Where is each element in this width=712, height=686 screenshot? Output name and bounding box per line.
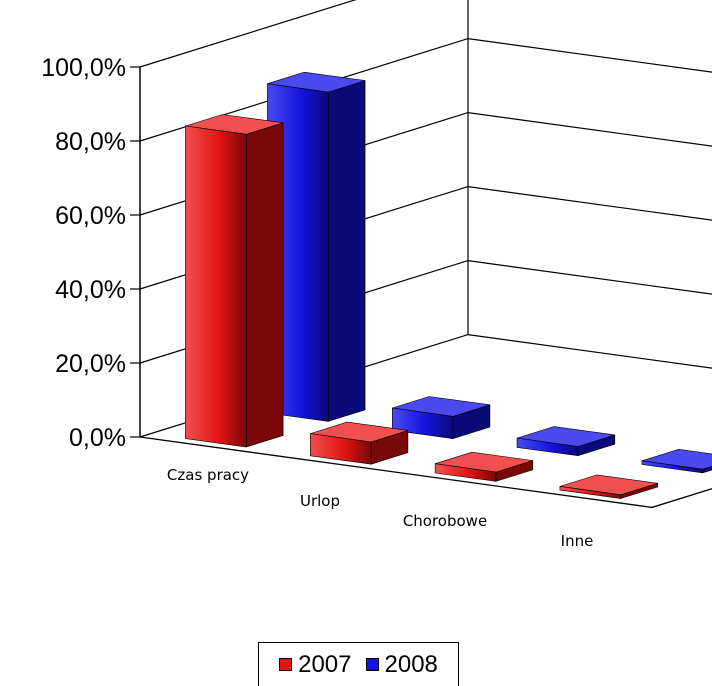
y-tick-label: 20,0% [55, 350, 126, 378]
x-tick-label: Chorobowe [403, 512, 487, 530]
floor-edge [139, 436, 712, 509]
bar-2007-0-side [246, 122, 284, 448]
legend-swatch-2007 [279, 658, 293, 671]
bar-2008-3 [641, 460, 704, 474]
gridline-80 [139, 37, 712, 142]
legend: 2007 2008 [258, 642, 459, 686]
x-tick-label: Czas pracy [167, 466, 249, 484]
bar-2007-1 [309, 433, 372, 465]
bar-2007-0 [185, 125, 247, 448]
x-tick-label: Urlop [300, 492, 340, 510]
y-tick-label: 80,0% [55, 128, 126, 156]
bar-2008-0-side [327, 80, 366, 422]
chart-canvas: 0,0% 20,0% 40,0% 60,0% 80,0% 100,0% Czas pracy… [41, 0, 712, 550]
bar-2008-2 [516, 437, 579, 457]
legend-item-2007: 2007 [279, 650, 352, 679]
legend-label-2007: 2007 [298, 650, 352, 678]
bar-2007-3 [559, 486, 622, 499]
y-tick-label: 40,0% [55, 276, 126, 304]
gridline-100 [139, 0, 357, 68]
y-tick-label: 60,0% [55, 202, 126, 230]
x-tick-label: Inne [561, 532, 594, 550]
legend-label-2008: 2008 [384, 650, 438, 678]
legend-item-2008: 2008 [365, 650, 438, 679]
legend-swatch-2008 [365, 658, 379, 671]
y-tick-label: 0,0% [69, 424, 126, 452]
y-tick-label: 100,0% [41, 54, 126, 82]
bar-2007-2 [434, 463, 497, 482]
